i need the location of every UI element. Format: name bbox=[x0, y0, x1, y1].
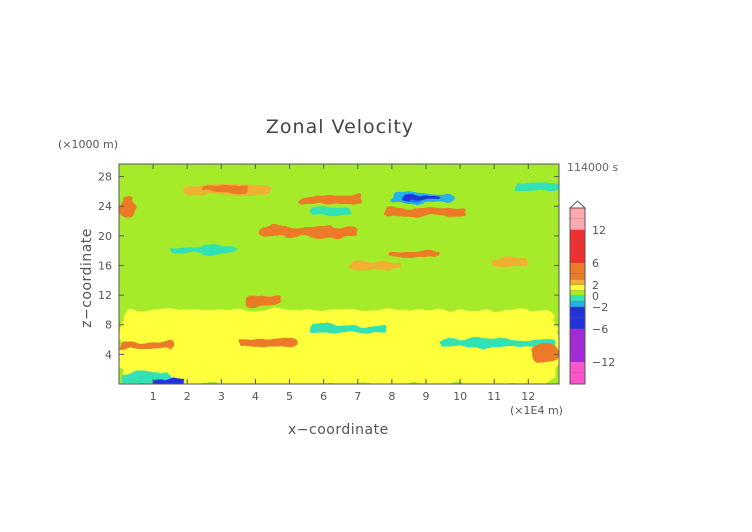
y-tick-label: 4 bbox=[105, 348, 112, 361]
velocity-band-20 bbox=[153, 379, 188, 384]
x-tick-label: 11 bbox=[487, 390, 501, 403]
colorbar-segment bbox=[570, 373, 585, 384]
x-unit-label: (×1E4 m) bbox=[510, 404, 563, 417]
y-tick-label: 8 bbox=[105, 319, 112, 332]
velocity-band-5 bbox=[299, 196, 362, 204]
velocity-band-6 bbox=[385, 207, 467, 217]
x-tick-label: 4 bbox=[252, 390, 259, 403]
velocity-band-12 bbox=[388, 251, 440, 258]
velocity-band-9 bbox=[310, 207, 351, 216]
velocity-band-16 bbox=[310, 325, 389, 333]
colorbar-tick-label: 0 bbox=[592, 290, 599, 303]
y-tick-label: 12 bbox=[98, 289, 112, 302]
velocity-band-17 bbox=[238, 338, 297, 347]
colorbar-overflow-arrow bbox=[568, 200, 587, 209]
z-unit-label: (×1000 m) bbox=[58, 138, 119, 151]
time-label: 114000 s bbox=[567, 161, 619, 174]
y-tick-label: 24 bbox=[98, 200, 112, 213]
x-tick-label: 1 bbox=[150, 390, 157, 403]
colorbar-tick-label: 2 bbox=[592, 279, 599, 292]
y-tick-label: 20 bbox=[98, 230, 112, 243]
velocity-band-4 bbox=[200, 186, 249, 193]
colorbar-segment bbox=[570, 252, 585, 263]
colorbar-segment bbox=[570, 241, 585, 252]
colorbar-segment bbox=[570, 351, 585, 362]
colorbar-tick-label: 6 bbox=[592, 257, 599, 270]
colorbar-tick-label: 12 bbox=[592, 224, 606, 237]
velocity-band-11 bbox=[170, 246, 235, 254]
chart-title: Zonal Velocity bbox=[265, 116, 415, 138]
colorbar-segment bbox=[570, 301, 585, 307]
x-tick-label: 7 bbox=[354, 390, 361, 403]
colorbar-frame bbox=[569, 207, 586, 385]
velocity-band-21 bbox=[439, 338, 556, 347]
velocity-band-8 bbox=[402, 195, 440, 201]
colorbar-segment bbox=[570, 279, 585, 285]
velocity-band-10 bbox=[258, 226, 358, 237]
colorbar: 12 6 20−2 −6 −12 bbox=[568, 200, 615, 385]
y-axis-ticks: 4 8 12 16 20 24 28 bbox=[98, 171, 559, 361]
colorbar-segment bbox=[570, 219, 585, 230]
velocity-band-15 bbox=[245, 296, 280, 306]
colorbar-segment bbox=[570, 296, 585, 302]
x-tick-label: 10 bbox=[453, 390, 467, 403]
x-tick-label: 8 bbox=[388, 390, 395, 403]
velocity-band-23 bbox=[119, 198, 137, 219]
colorbar-segment bbox=[570, 329, 585, 340]
velocity-band-18 bbox=[119, 341, 174, 350]
x-axis-label: x−coordinate bbox=[288, 422, 389, 438]
colorbar-segment bbox=[570, 318, 585, 329]
velocity-band-14 bbox=[490, 258, 529, 266]
x-tick-label: 2 bbox=[184, 390, 191, 403]
colorbar-segment bbox=[570, 263, 585, 274]
y-tick-label: 28 bbox=[98, 171, 112, 184]
colorbar-segment bbox=[570, 362, 585, 373]
velocity-band-1 bbox=[119, 172, 559, 310]
plot-frame bbox=[118, 163, 560, 385]
colorbar-segment bbox=[570, 285, 585, 291]
colorbar-segment bbox=[570, 290, 585, 296]
velocity-band-22 bbox=[531, 344, 559, 363]
velocity-band-2 bbox=[119, 309, 559, 384]
velocity-band-13 bbox=[347, 262, 403, 270]
x-tick-label: 5 bbox=[286, 390, 293, 403]
colorbar-tick-label: −12 bbox=[592, 356, 615, 369]
colorbar-segment bbox=[570, 208, 585, 219]
colorbar-segment bbox=[570, 230, 585, 241]
colorbar-segment bbox=[570, 274, 585, 280]
x-tick-label: 9 bbox=[422, 390, 429, 403]
x-tick-label: 3 bbox=[218, 390, 225, 403]
velocity-features bbox=[119, 172, 559, 384]
x-axis-ticks: 1 2 3 4 5 6 7 8 9 10 11 12 bbox=[150, 164, 535, 403]
x-tick-label: 6 bbox=[320, 390, 327, 403]
y-tick-label: 16 bbox=[98, 259, 112, 272]
colorbar-segment bbox=[570, 340, 585, 351]
colorbar-tick-label: −2 bbox=[592, 301, 608, 314]
colorbar-tick-label: −6 bbox=[592, 323, 608, 336]
velocity-band-24 bbox=[514, 184, 559, 191]
colorbar-segment bbox=[570, 307, 585, 318]
x-tick-label: 12 bbox=[521, 390, 535, 403]
